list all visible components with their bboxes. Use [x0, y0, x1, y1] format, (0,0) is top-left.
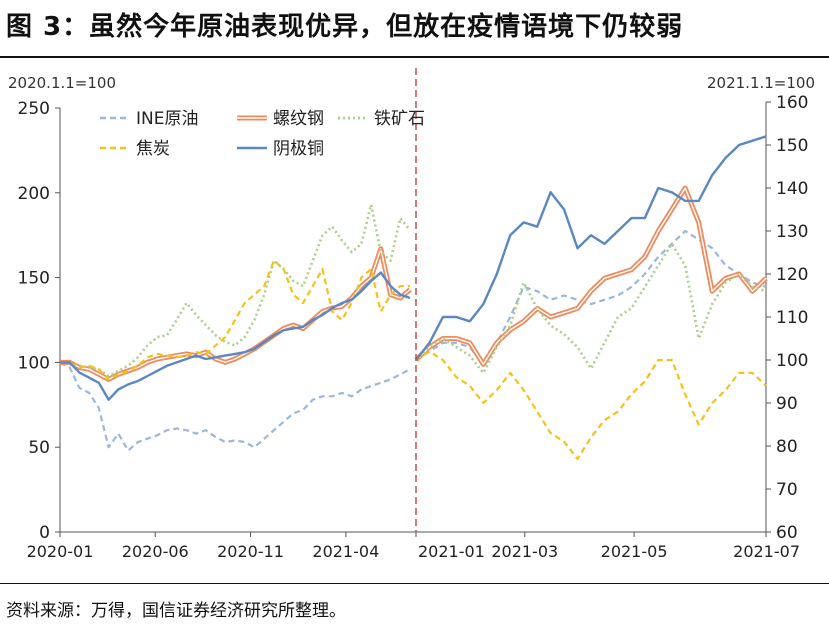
- right-y-tick-label: 120: [776, 265, 808, 285]
- legend-item-coke-label: 焦炭: [136, 139, 170, 159]
- left-series-cathode-copper: [60, 271, 411, 401]
- left-series-ine-crude-line: [59, 361, 411, 452]
- left-series-iron-ore-line: [60, 203, 412, 378]
- right-series-cathode-copper: [415, 135, 767, 361]
- left-axes: 0 50 100 150 200 250 2020-01 2020-06 2020-11 2021…: [8, 74, 416, 561]
- right-y-tick-label: 70: [776, 480, 798, 500]
- right-y-tick-label: 100: [776, 351, 808, 371]
- title-rule: [0, 56, 829, 58]
- left-series-rebar-outer: [60, 246, 412, 382]
- left-y-tick-label: 200: [18, 184, 50, 204]
- legend-item-ine-crude: INE原油: [100, 109, 198, 129]
- right-series-coke: [415, 350, 767, 460]
- legend-item-rebar: 螺纹钢: [237, 109, 324, 129]
- right-axes: 60 70 80 90 100 110 120 130 140 150 160 2021-01 2021…: [415, 74, 815, 561]
- right-y-tick-label: 90: [776, 394, 798, 414]
- left-y-tick-label: 0: [39, 523, 50, 543]
- right-series-coke-line: [415, 350, 767, 460]
- right-series-ine-crude: [415, 229, 767, 366]
- right-series-rebar: [414, 185, 768, 367]
- left-series-ine-crude: [59, 361, 411, 452]
- left-plot: [59, 203, 412, 452]
- left-y-tick-label: 150: [18, 269, 50, 289]
- right-x-tick-label: 2021-03: [491, 542, 558, 561]
- right-y-tick-label: 150: [776, 136, 808, 156]
- legend-item-coke: 焦炭: [100, 139, 170, 159]
- right-series-rebar-inner: [415, 187, 767, 365]
- legend-item-cathode-copper-label: 阴极铜: [273, 139, 324, 159]
- left-series-coke-line: [60, 259, 410, 381]
- left-series-cathode-copper-line: [60, 271, 411, 401]
- right-y-tick-label: 110: [776, 308, 808, 328]
- left-series-coke: [60, 259, 410, 381]
- right-y-tick-label: 130: [776, 222, 808, 242]
- right-x-tick-label: 2021-05: [601, 542, 668, 561]
- right-series-rebar-outer: [414, 185, 768, 367]
- right-base-label: 2021.1.1=100: [707, 74, 815, 92]
- source-rule: [0, 583, 829, 584]
- legend-item-rebar-label: 螺纹钢: [273, 109, 324, 129]
- right-plot: [414, 135, 768, 460]
- legend-item-cathode-copper: 阴极铜: [237, 139, 324, 159]
- legend-item-iron-ore-label: 铁矿石: [374, 109, 425, 129]
- right-x-tick-label: 2021-07: [733, 542, 800, 561]
- right-series-iron-ore: [415, 242, 767, 375]
- left-y-tick-label: 250: [18, 99, 50, 119]
- legend-item-ine-crude-label: INE原油: [136, 109, 198, 129]
- right-y-tick-label: 140: [776, 179, 808, 199]
- left-y-tick-label: 100: [18, 353, 50, 373]
- right-series-cathode-copper-line: [415, 135, 767, 361]
- left-x-tick-label: 2021-04: [312, 542, 379, 561]
- left-base-label: 2020.1.1=100: [8, 74, 116, 92]
- right-x-tick-label: 2021-01: [418, 542, 485, 561]
- left-x-tick-label: 2020-06: [122, 542, 189, 561]
- left-x-tick-label: 2020-11: [217, 542, 284, 561]
- right-y-tick-label: 60: [776, 523, 798, 543]
- left-series-iron-ore: [60, 203, 412, 378]
- left-series-rebar: [60, 246, 412, 382]
- source-note: 资料来源：万得，国信证券经济研究所整理。: [6, 601, 346, 621]
- right-y-tick-label: 80: [776, 437, 798, 457]
- right-y-tick-label: 160: [776, 93, 808, 113]
- right-series-iron-ore-line: [415, 242, 767, 375]
- right-series-ine-crude-line: [415, 229, 767, 366]
- chart-area: 0 50 100 150 200 250 2020-01 2020-06 2020-11 2021…: [8, 68, 815, 561]
- left-y-tick-label: 50: [28, 438, 50, 458]
- legend-item-iron-ore: 铁矿石: [338, 109, 425, 129]
- left-x-tick-label: 2020-01: [27, 542, 94, 561]
- chart-title: 图 3：虽然今年原油表现优异，但放在疫情语境下仍较弱: [6, 12, 684, 42]
